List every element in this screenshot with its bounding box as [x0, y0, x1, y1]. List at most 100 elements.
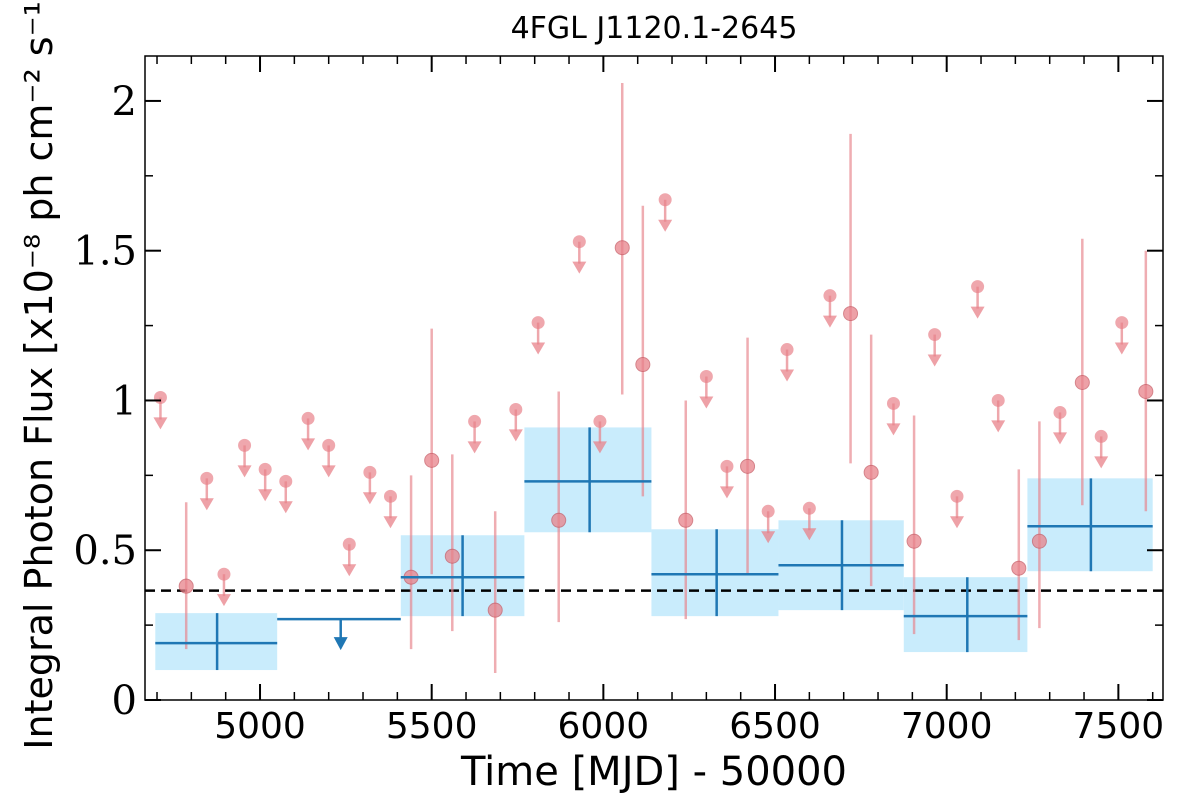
- x-tick-label-2: 6000: [558, 706, 650, 747]
- coarse-band-5: [903, 577, 1028, 653]
- fine-ul-point-8: [342, 537, 356, 551]
- plot-frame: [144, 55, 1164, 701]
- fine-ul-arrow-24: [927, 354, 942, 367]
- fine-ul-point-2: [217, 567, 231, 581]
- fine-bin-series: [153, 82, 1154, 674]
- fine-ul-arrow-16: [658, 219, 673, 232]
- fine-ul-arrow-23: [886, 423, 901, 436]
- fine-ul-arrow-19: [761, 531, 776, 544]
- fine-ul-point-11: [468, 414, 482, 428]
- fine-ul-arrow-28: [1052, 432, 1067, 445]
- fine-ul-arrow-12: [508, 429, 523, 442]
- fine-ul-point-5: [279, 474, 293, 488]
- fine-ul-point-27: [991, 393, 1005, 407]
- fine-ul-arrow-8: [342, 564, 357, 577]
- fine-ul-point-3: [238, 438, 252, 452]
- fine-ul-point-14: [572, 235, 586, 249]
- fine-ul-arrow-25: [949, 516, 964, 529]
- fine-point-15: [1074, 374, 1090, 390]
- y-tick-label-0: 0: [112, 678, 137, 724]
- fine-ul-point-15: [593, 414, 607, 428]
- fine-ul-arrow-14: [572, 261, 587, 274]
- fine-ul-point-12: [509, 402, 523, 416]
- y-axis-label: Integral Photon Flux [x10⁻⁸ ph cm⁻² s⁻¹]: [17, 0, 61, 750]
- fine-ul-arrow-5: [278, 501, 293, 514]
- coarse-bin-series: [155, 427, 1153, 671]
- fine-ul-arrow-0: [153, 417, 168, 430]
- chart-title: 4FGL J1120.1-2645: [511, 11, 798, 46]
- fine-point-14: [1031, 533, 1047, 549]
- fine-ul-arrow-30: [1114, 342, 1129, 355]
- fine-ul-arrow-6: [301, 438, 316, 451]
- fine-point-7: [635, 357, 651, 373]
- fine-ul-point-24: [928, 328, 942, 342]
- y-tick-label-4: 2: [112, 79, 137, 125]
- fine-point-12: [906, 533, 922, 549]
- fine-ul-arrow-17: [699, 396, 714, 409]
- axes: 5000 5500 6000 6500 7000 7500 0 0.5 1 1.5 2: [73, 55, 1165, 747]
- fine-point-10: [843, 306, 859, 322]
- fine-point-8: [678, 512, 694, 528]
- fine-ul-arrow-1: [199, 498, 214, 511]
- fine-point-9: [740, 458, 756, 474]
- fine-point-1: [424, 452, 440, 468]
- x-tick-label-3: 6500: [729, 706, 821, 747]
- fine-ul-arrow-26: [970, 306, 985, 319]
- y-tick-label-3: 1.5: [73, 229, 137, 275]
- coarse-band-3: [651, 529, 779, 617]
- fine-point-5: [551, 512, 567, 528]
- fine-point-11: [863, 464, 879, 480]
- fine-ul-point-10: [383, 489, 397, 503]
- coarse-band-2: [524, 427, 652, 533]
- fine-point-0: [178, 578, 194, 594]
- fine-ul-arrow-29: [1094, 456, 1109, 469]
- fine-point-3: [444, 548, 460, 564]
- fine-ul-point-6: [301, 411, 315, 425]
- fine-ul-point-19: [761, 504, 775, 518]
- fine-ul-point-28: [1053, 405, 1067, 419]
- fine-point-13: [1011, 560, 1027, 576]
- fine-ul-arrow-27: [991, 420, 1006, 433]
- fine-ul-arrow-15: [592, 441, 607, 454]
- fine-ul-point-18: [720, 459, 734, 473]
- fine-ul-point-25: [950, 489, 964, 503]
- fine-ul-point-4: [258, 462, 272, 476]
- fine-ul-arrow-18: [719, 486, 734, 499]
- fine-ul-arrow-3: [237, 465, 252, 478]
- y-tick-label-2: 1: [112, 378, 137, 424]
- fine-ul-point-20: [780, 343, 794, 357]
- x-axis-label: Time [MJD] - 50000: [460, 749, 847, 795]
- coarse-bin-bands: [155, 427, 1153, 671]
- fine-point-6: [614, 240, 630, 256]
- fine-ul-point-29: [1094, 429, 1108, 443]
- fine-point-4: [487, 602, 503, 618]
- fine-ul-point-1: [200, 471, 214, 485]
- fine-ul-point-22: [823, 289, 837, 303]
- fine-ul-point-0: [153, 390, 167, 404]
- x-tick-label-4: 7000: [901, 706, 993, 747]
- x-tick-label-5: 7500: [1073, 706, 1165, 747]
- fine-ul-arrow-21: [802, 528, 817, 541]
- fine-ul-point-9: [363, 465, 377, 479]
- fine-ul-arrow-2: [216, 594, 231, 607]
- y-tick-label-1: 0.5: [73, 528, 137, 574]
- fine-ul-arrow-7: [321, 465, 336, 478]
- x-tick-label-0: 5000: [214, 706, 306, 747]
- fine-ul-point-23: [886, 396, 900, 410]
- fine-point-16: [1138, 383, 1154, 399]
- fine-ul-arrow-22: [822, 315, 837, 328]
- fine-ul-arrow-11: [467, 441, 482, 454]
- fine-ul-arrow-9: [362, 492, 377, 505]
- x-tick-label-1: 5500: [386, 706, 478, 747]
- fine-ul-arrow-20: [780, 369, 795, 382]
- fine-ul-point-26: [971, 280, 985, 294]
- coarse-ul-arrow-0: [333, 637, 348, 651]
- fine-ul-point-13: [531, 316, 545, 330]
- fine-ul-point-7: [322, 438, 336, 452]
- fine-ul-arrow-4: [258, 489, 273, 502]
- fine-ul-arrow-13: [531, 342, 546, 355]
- fine-ul-point-16: [658, 193, 672, 207]
- fine-ul-point-17: [699, 370, 713, 384]
- fine-ul-arrow-10: [383, 516, 398, 529]
